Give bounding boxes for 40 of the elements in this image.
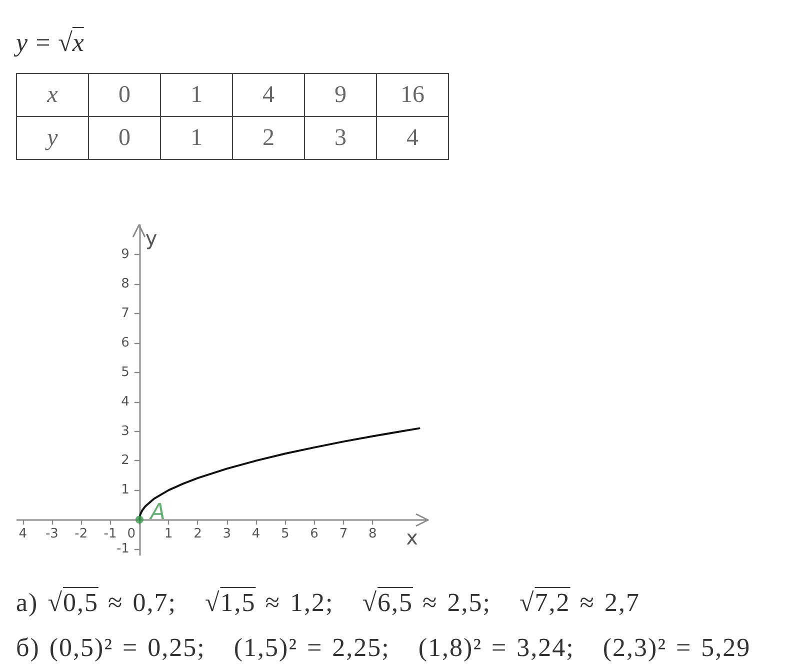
x-axis-title: x <box>16 74 88 116</box>
y-tick-label: 6 <box>121 335 130 350</box>
x-tick-label: 8 <box>368 526 377 542</box>
y-tick-label: 8 <box>121 276 130 292</box>
y-tick-label: -1 <box>116 542 130 557</box>
x-tick-label: -1 <box>104 526 117 542</box>
data-label: 3 <box>304 116 376 160</box>
x-tick-label: 1 <box>160 74 232 116</box>
x-tick-label: 0 <box>127 526 136 542</box>
x-tick-label: 16 <box>376 74 448 116</box>
y-tick-label: 3 <box>121 424 130 439</box>
series-label: A <box>148 500 166 526</box>
x-tick-label: 0 <box>88 74 160 116</box>
text: а) √0,5 ≈ 0,7; √1,5 ≈ 1,2; √6,5 ≈ 2,5; √7,2 ≈ 2,7 <box>16 588 640 617</box>
y-tick-label: 5 <box>121 364 130 380</box>
x-tick-label: 6 <box>310 526 318 542</box>
y-tick-label: 2 <box>121 453 130 468</box>
x-tick-label: 2 <box>194 526 202 542</box>
x-tick-label: 1 <box>164 526 173 542</box>
chart-title: y = √x <box>16 28 84 58</box>
data-label: 1 <box>160 116 232 160</box>
y-tick-label: 4 <box>121 394 130 410</box>
x-tick-label: 7 <box>339 526 348 542</box>
y-tick-label: 7 <box>121 306 130 321</box>
y-tick-label: 1 <box>121 482 130 498</box>
x-tick-label: -3 <box>45 526 58 542</box>
y-axis-title: y <box>145 226 158 250</box>
x-axis-title: x <box>406 526 418 550</box>
data-label: 4 <box>376 116 448 160</box>
x-tick-label: 9 <box>304 74 376 116</box>
x-tick-label: 4 <box>18 526 27 542</box>
text: б) (0,5)² = 0,25; (1,5)² = 2,25; (1,8)² = 3,24; (2,3)² = 5,29 <box>16 633 751 662</box>
data-label: 0 <box>88 116 160 160</box>
x-tick-label: 4 <box>232 74 304 116</box>
x-tick-label: 4 <box>252 526 260 542</box>
x-tick-label: 3 <box>222 526 232 542</box>
data-label: 2 <box>232 116 304 160</box>
x-tick-label: -2 <box>74 526 88 542</box>
y-tick-label: 9 <box>121 246 130 262</box>
x-tick-label: 5 <box>281 526 290 542</box>
